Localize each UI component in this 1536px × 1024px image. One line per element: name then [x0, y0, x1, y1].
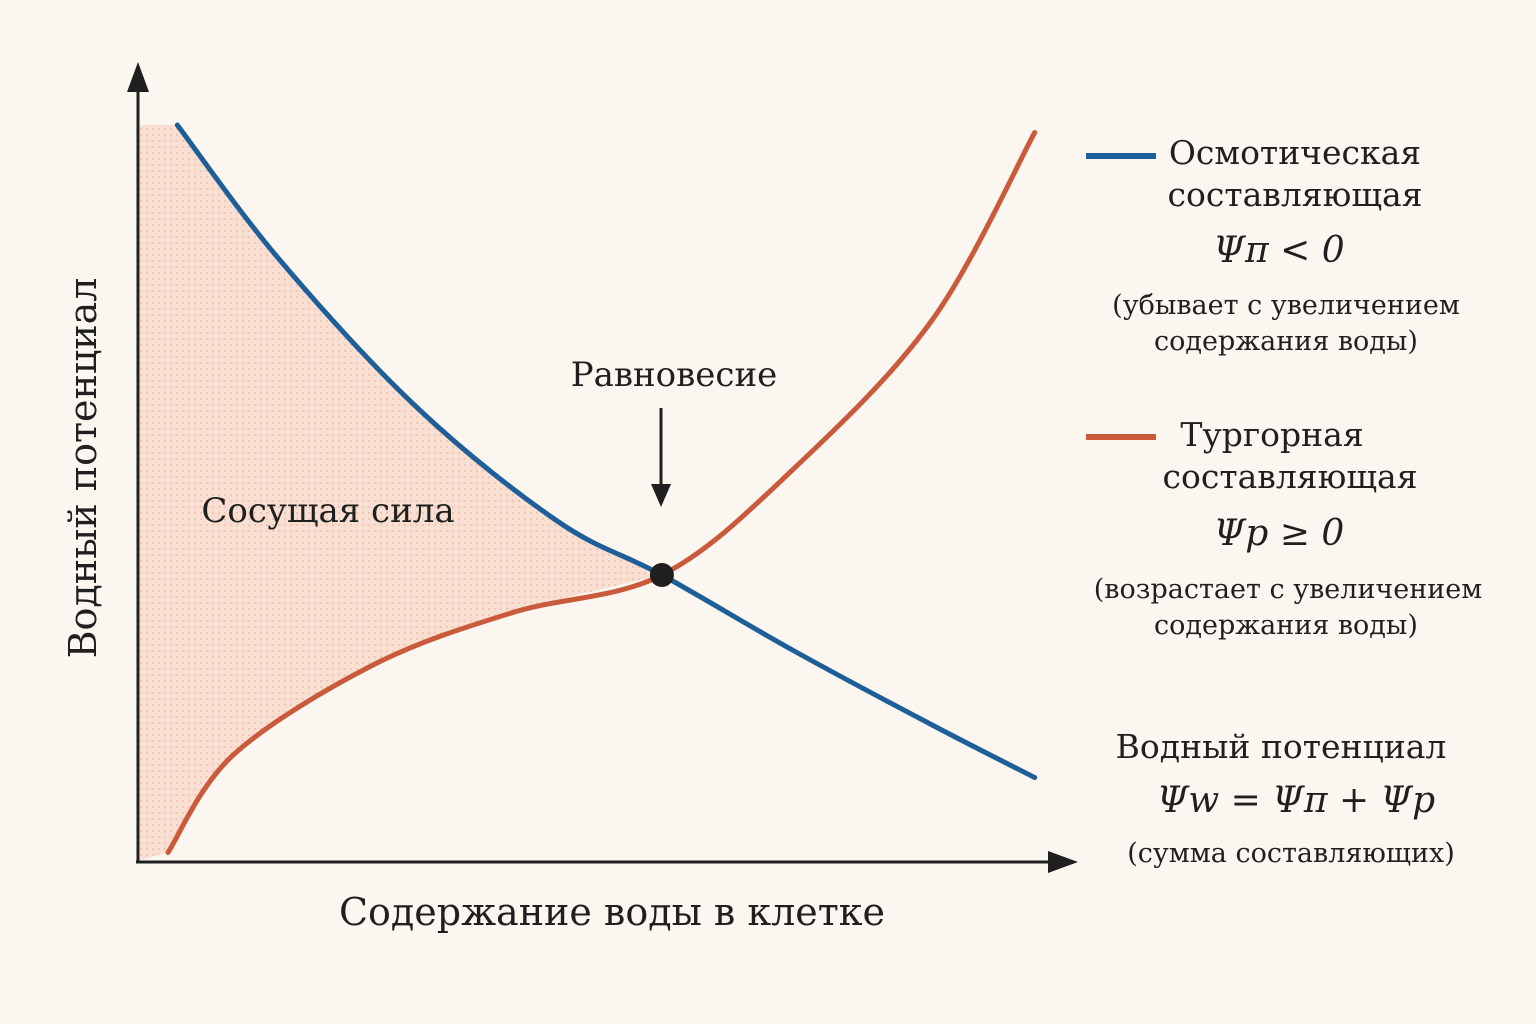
x-axis-arrow-icon	[1048, 851, 1078, 873]
legend-osmotic-title-1: Осмотическая	[1169, 133, 1421, 172]
y-axis-arrow-icon	[127, 62, 149, 92]
legend-osmotic-note-1: (убывает с увеличением	[1112, 290, 1460, 321]
equilibrium-annotation: Равновесие	[571, 355, 778, 587]
legend-turgor-title-2: составляющая	[1162, 457, 1417, 496]
legend-total: Водный потенциал Ψw = Ψπ + Ψp (сумма сос…	[1116, 727, 1455, 869]
equilibrium-arrow-icon	[651, 484, 671, 507]
suction-force-area	[140, 125, 662, 860]
equilibrium-label: Равновесие	[571, 355, 778, 395]
legend-osmotic-note-2: содержания воды)	[1154, 326, 1418, 357]
shaded-region-label: Сосущая сила	[201, 491, 454, 531]
axes	[127, 62, 1078, 873]
legend-turgor-note-2: содержания воды)	[1154, 610, 1418, 641]
legend-osmotic-title-2: составляющая	[1167, 175, 1422, 214]
y-axis-label: Водный потенциал	[61, 278, 105, 659]
osmotic-series-line	[174, 122, 1038, 780]
legend-turgor: Тургорная составляющая Ψp ≥ 0 (возрастае…	[1086, 415, 1482, 641]
legend-osmotic-formula: Ψπ < 0	[1213, 230, 1344, 271]
legend-total-title: Водный потенциал	[1116, 727, 1447, 766]
equilibrium-point	[649, 563, 674, 587]
legend-osmotic: Осмотическая составляющая Ψπ < 0 (убывае…	[1086, 133, 1460, 357]
series-group	[165, 122, 1038, 855]
legend-total-note: (сумма составляющих)	[1127, 838, 1455, 869]
x-axis-label: Содержание воды в клетке	[339, 890, 885, 934]
legend-turgor-title-1: Тургорная	[1180, 415, 1363, 454]
turgor-series-line	[165, 130, 1038, 855]
legend-turgor-formula: Ψp ≥ 0	[1214, 513, 1345, 554]
legend-total-formula: Ψw = Ψπ + Ψp	[1157, 780, 1435, 821]
legend-turgor-note-1: (возрастает с увеличением	[1094, 574, 1482, 605]
